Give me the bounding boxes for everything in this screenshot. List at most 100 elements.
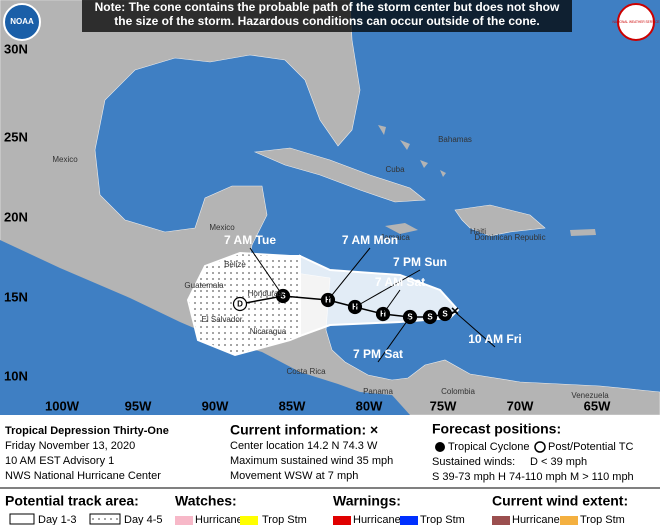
place-label: Haiti xyxy=(470,227,486,236)
lat-label: 30N xyxy=(4,41,28,56)
land-jamaica xyxy=(385,223,418,234)
forecast-info: Sustained winds: xyxy=(432,456,515,468)
place-label: Cuba xyxy=(385,165,405,174)
current-info: Center location 14.2 N 74.3 W xyxy=(230,440,378,452)
current-info: Maximum sustained wind 35 mph xyxy=(230,455,393,467)
place-label: Guatemala xyxy=(184,281,224,290)
note-banner xyxy=(82,0,572,32)
map-labels: 30N 25N 20N 15N 10N 100W 95W 90W 85W 80W 75W 70W 65W… xyxy=(4,41,611,413)
lon-label: 95W xyxy=(125,398,152,413)
place-label: Mexico xyxy=(52,155,78,164)
forecast-info: D < 39 mph xyxy=(530,456,587,468)
legend-item: Hurricane xyxy=(353,514,401,525)
lon-label: 85W xyxy=(279,398,306,413)
place-label: Jamaica xyxy=(380,233,410,242)
legend-item: Day 4-5 xyxy=(124,514,163,525)
track-point xyxy=(437,306,453,322)
storm-info: 10 AM EST Advisory 1 xyxy=(5,455,114,467)
note-line: Note: The cone contains the probable pat… xyxy=(95,0,560,14)
lon-label: 80W xyxy=(356,398,383,413)
cone-day13 xyxy=(299,254,460,338)
place-label: El Salvador xyxy=(202,315,243,324)
time-label: 7 AM Sat xyxy=(375,275,425,289)
track-point-letter: S xyxy=(280,292,286,301)
storm-info: Friday November 13, 2020 xyxy=(5,440,135,452)
pacific xyxy=(0,240,410,415)
place-label: Bahamas xyxy=(438,135,472,144)
legend-item: Hurricane xyxy=(512,514,560,525)
leader-line xyxy=(382,289,401,315)
current-info: Movement WSW at 7 mph xyxy=(230,470,358,482)
time-label: 7 PM Sun xyxy=(393,255,447,269)
swatch-hurricane-wind xyxy=(492,516,510,525)
legend-day13 xyxy=(9,513,35,525)
track-point-letter: D xyxy=(237,300,243,309)
lat-label: 10N xyxy=(4,368,28,383)
noaa-text: NOAA xyxy=(10,17,34,26)
place-label: Colombia xyxy=(441,387,475,396)
track-point-letter: H xyxy=(380,310,386,319)
lon-label: 75W xyxy=(430,398,457,413)
info: Tropical Depression Thirty-One Friday Nov… xyxy=(5,421,634,525)
forecast-info: Post/Potential TC xyxy=(548,441,633,453)
track-point xyxy=(422,309,438,325)
place-label: Dominican Republic xyxy=(474,233,545,242)
land-puerto-rico xyxy=(570,229,596,236)
place-label: Venezuela xyxy=(571,391,609,400)
legend-title: Potential track area: xyxy=(5,493,139,509)
track-point xyxy=(232,296,248,312)
forecast-info: Forecast positions: xyxy=(432,421,561,437)
leader-line xyxy=(454,311,496,348)
nws-logo xyxy=(617,3,655,41)
leader-line xyxy=(327,247,371,301)
place-label: Nicaragua xyxy=(250,327,287,336)
current-position: × xyxy=(451,303,459,319)
legend-item: Trop Stm xyxy=(420,514,465,525)
lat-label: 25N xyxy=(4,129,28,144)
swatch-ts-wind xyxy=(560,516,578,525)
storm-info: Tropical Depression Thirty-One xyxy=(5,425,169,437)
land-mainland xyxy=(0,0,660,416)
swatch-hurricane-watch xyxy=(175,516,193,525)
legend-title: Warnings: xyxy=(333,493,401,509)
place-label: Panama xyxy=(363,387,393,396)
time-label: 7 AM Tue xyxy=(224,233,276,247)
legend-item: Hurricane xyxy=(195,514,243,525)
lon-label: 65W xyxy=(584,398,611,413)
track-point-letter: H xyxy=(325,296,331,305)
time-label: 10 AM Fri xyxy=(468,332,522,346)
legend-item: Trop Stm xyxy=(262,514,307,525)
lon-label: 70W xyxy=(507,398,534,413)
leader-line xyxy=(377,316,411,363)
forecast-info: Tropical Cyclone xyxy=(448,441,530,453)
legend-title: Watches: xyxy=(175,493,237,509)
place-label: Belize xyxy=(224,260,246,269)
lat-label: 20N xyxy=(4,209,28,224)
current-info: Current information: × xyxy=(230,422,378,438)
swatch-hurricane-warning xyxy=(333,516,351,525)
leader-line xyxy=(249,247,284,297)
forecast-info: S 39-73 mph H 74-110 mph M > 110 mph xyxy=(432,471,634,483)
note-line: the size of the storm. Hazardous conditi… xyxy=(114,14,539,28)
info-panel xyxy=(0,415,660,525)
place-label: Costa Rica xyxy=(286,367,326,376)
time-label: 7 AM Mon xyxy=(342,233,398,247)
place-label: Mexico xyxy=(209,223,235,232)
land-bahamas xyxy=(378,125,446,177)
legend-day45 xyxy=(89,513,121,525)
legend-item: Day 1-3 xyxy=(38,514,77,525)
time-label: 7 PM Sat xyxy=(353,347,403,361)
land-cuba xyxy=(253,147,426,203)
leader-line xyxy=(354,269,421,308)
track-point-letter: S xyxy=(407,313,413,322)
storm-info: NWS National Hurricane Center xyxy=(5,470,161,482)
lon-label: 100W xyxy=(45,398,80,413)
track-point-letter: S xyxy=(427,313,433,322)
legend-tc xyxy=(435,442,445,452)
swatch-ts-warning xyxy=(400,516,418,525)
legend-title: Current wind extent: xyxy=(492,493,628,509)
lat-label: 15N xyxy=(4,289,28,304)
track-point-letter: S xyxy=(442,310,448,319)
legend-ptc xyxy=(534,441,546,453)
